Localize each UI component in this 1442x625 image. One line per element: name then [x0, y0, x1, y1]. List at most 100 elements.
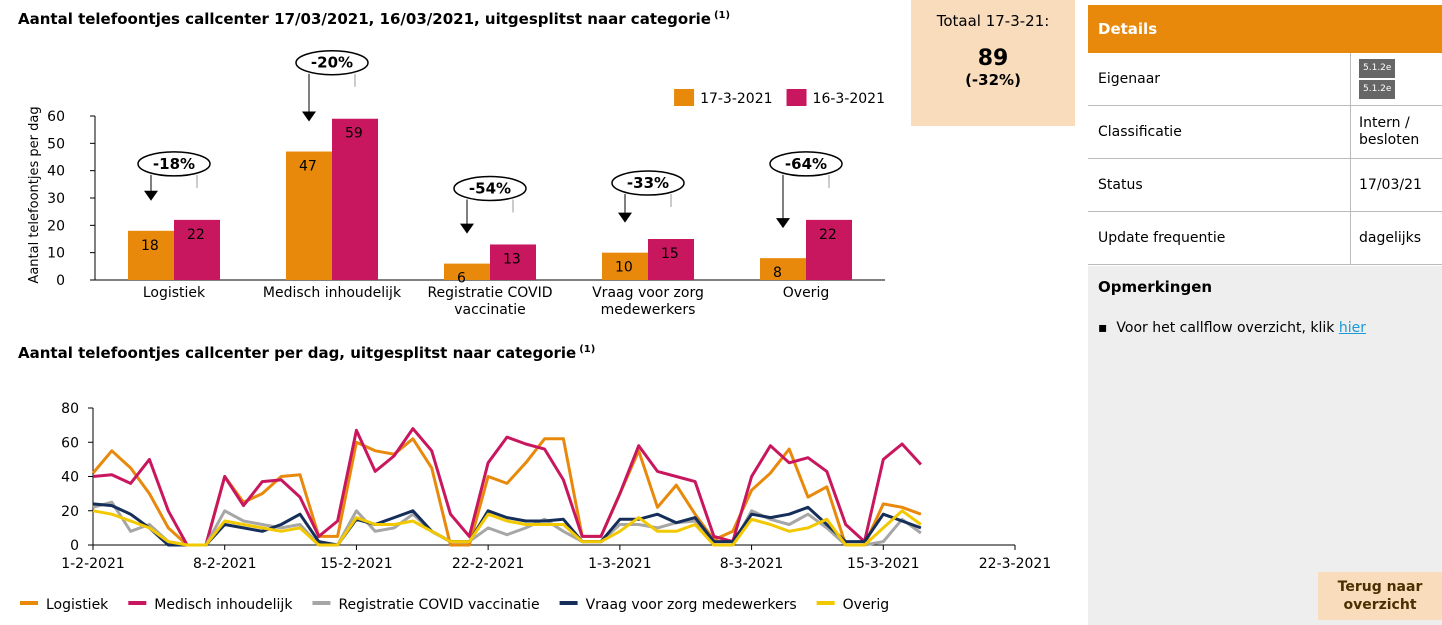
data-label: 8 [773, 265, 782, 281]
y-tick-label: 50 [47, 136, 65, 152]
detail-label: Status [1098, 177, 1143, 193]
series-line [92, 500, 922, 547]
data-label: 22 [819, 227, 837, 243]
line-title: Aantal telefoontjes callcenter per dag, … [18, 344, 595, 362]
bar-title: Aantal telefoontjes callcenter 17/03/202… [18, 10, 730, 28]
y-tick-label: 20 [47, 218, 65, 234]
arrow-head [460, 223, 474, 234]
x-tick-label: Overig [782, 285, 830, 301]
detail-value: 17/03/21 [1350, 159, 1442, 211]
remark-text: Voor het callflow overzicht, klik [1116, 320, 1339, 336]
bar [174, 219, 220, 280]
badge: 5.1.2e [1359, 80, 1396, 99]
detail-row: Classificatie Intern / besloten [1088, 106, 1442, 159]
legend-label: Registratie COVID vaccinatie [338, 597, 539, 613]
bar [286, 151, 332, 280]
back-button[interactable]: Terug naar overzicht [1318, 572, 1442, 620]
detail-label: Update frequentie [1098, 230, 1226, 246]
data-label: 18 [141, 238, 159, 254]
legend-label: 16-3-2021 [813, 91, 885, 107]
y-tick-label: 60 [47, 109, 65, 125]
title-note: (1) [714, 10, 730, 21]
x-tick-label: 15-3-2021 [847, 556, 919, 572]
detail-label: Eigenaar [1098, 71, 1161, 87]
bar [648, 239, 694, 280]
title-text: Aantal telefoontjes callcenter per dag, … [18, 344, 576, 362]
data-label: 59 [345, 126, 363, 142]
bar [760, 258, 806, 280]
annotation: -33% [627, 174, 669, 192]
data-label: 15 [661, 246, 679, 262]
remark-link[interactable]: hier [1338, 320, 1366, 336]
legend-label: Logistiek [46, 597, 109, 613]
legend-label: Vraag voor zorg medewerkers [586, 597, 797, 613]
x-tick-label: 8-2-2021 [193, 556, 257, 572]
value-text: 17/03/21 [1359, 176, 1422, 193]
badge: 5.1.2e [1359, 59, 1396, 78]
detail-value: Intern / besloten [1350, 106, 1442, 158]
arrow-head [618, 212, 632, 223]
totals-box: Totaal 17-3-21: 89 (-32%) [911, 0, 1075, 126]
series-line [92, 509, 922, 547]
y-tick-label: 30 [47, 191, 65, 207]
detail-label: Classificatie [1098, 124, 1182, 140]
charts: Aantal telefoontjes callcenter 17/03/202… [18, 10, 1051, 613]
bubble [295, 49, 369, 76]
legend-swatch [786, 89, 807, 106]
bar [128, 230, 174, 280]
annotation: -20% [311, 54, 353, 72]
legend-swatch [674, 89, 695, 106]
series-line [92, 427, 923, 547]
annotation: -18% [153, 155, 195, 173]
bar [602, 252, 648, 280]
bubble [611, 170, 685, 196]
data-label: 22 [187, 227, 205, 243]
detail-row: Status 17/03/21 [1088, 159, 1442, 212]
value-text: Intern / besloten [1359, 115, 1420, 148]
x-tick-label: 22-2-2021 [452, 556, 524, 572]
detail-row: Update frequentie dagelijks [1088, 212, 1442, 265]
title-text: Aantal telefoontjes callcenter 17/03/202… [18, 10, 711, 28]
bar [806, 219, 852, 280]
x-tick-label: 8-3-2021 [720, 556, 784, 572]
series-line [92, 502, 922, 547]
detail-row: Eigenaar 5.1.2e 5.1.2e [1088, 53, 1442, 106]
totals-value: 89 [977, 46, 1009, 71]
x-tick-label: 1-2-2021 [61, 556, 125, 572]
data-label: 6 [457, 271, 466, 287]
data-label: 13 [503, 251, 521, 267]
x-tick-label: Logistiek [142, 285, 206, 301]
y-tick-label: 0 [70, 538, 79, 554]
x-tick-label: 1-3-2021 [588, 556, 652, 572]
arrow-head [776, 218, 790, 229]
bubble [769, 151, 843, 177]
sidebar: Details Opmerkingen ▪ Voor het callflow … [1088, 0, 1442, 625]
bubble [453, 175, 527, 202]
details-header: Details [1088, 5, 1442, 53]
x-tick-label: Vraag voor zorg medewerkers [592, 285, 704, 318]
detail-value: dagelijks [1350, 212, 1442, 264]
bubble [137, 151, 211, 177]
totals-label: Totaal 17-3-21: [936, 12, 1050, 30]
bar [332, 118, 378, 280]
data-label: 47 [299, 159, 317, 175]
bar [490, 244, 536, 280]
detail-value: 5.1.2e 5.1.2e [1350, 53, 1442, 105]
y-tick-label: 60 [61, 435, 79, 451]
remarks-panel: Opmerkingen ▪ Voor het callflow overzich… [1088, 266, 1442, 625]
legend-label: 17-3-2021 [700, 91, 772, 107]
x-tick-label: Registratie COVID vaccinatie [427, 285, 553, 318]
x-tick-label: Medisch inhoudelijk [262, 285, 402, 301]
legend-label: Overig [843, 597, 889, 613]
y-tick-label: 40 [61, 470, 79, 486]
legend-label: Medisch inhoudelijk [154, 597, 293, 613]
annotation: -54% [469, 179, 511, 197]
annotation: -64% [785, 155, 827, 173]
value-text: dagelijks [1359, 229, 1422, 246]
y-axis-label: Aantal telefoontjes per dag [27, 106, 42, 283]
y-tick-label: 80 [61, 401, 79, 417]
x-tick-label: 15-2-2021 [320, 556, 392, 572]
data-label: 10 [615, 260, 633, 276]
arrow-head [144, 190, 158, 201]
